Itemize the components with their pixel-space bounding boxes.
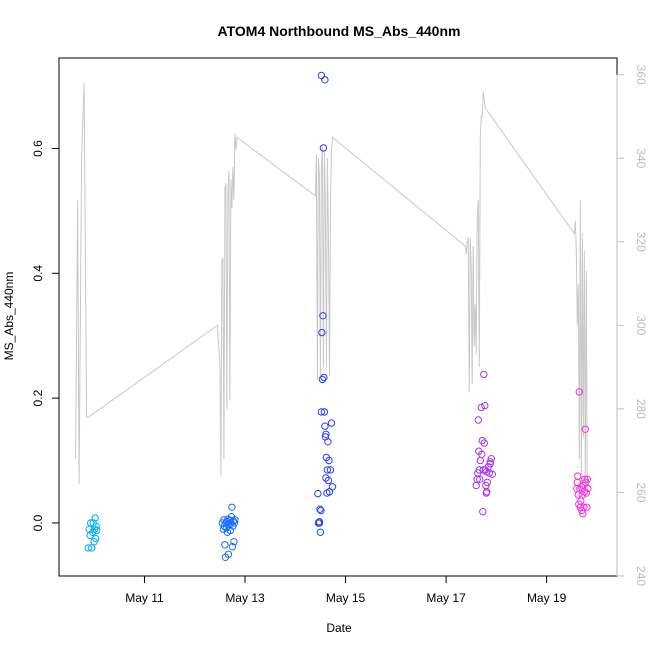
data-point [325, 456, 333, 465]
data-point [318, 375, 327, 384]
data-point [486, 460, 494, 468]
data-point [324, 438, 332, 446]
data-point [327, 419, 336, 427]
data-point [481, 401, 489, 410]
data-point [478, 436, 486, 445]
data-point [314, 489, 322, 498]
data-point [575, 388, 583, 396]
data-point [581, 425, 589, 433]
data-point [315, 519, 324, 527]
x-tick-label: May 15 [326, 591, 366, 605]
x-tick-label: May 13 [225, 591, 265, 605]
data-point [583, 475, 591, 483]
data-point [231, 516, 239, 524]
data-point [316, 528, 325, 536]
data-point [92, 522, 100, 530]
plot-frame [58, 57, 618, 577]
data-point [88, 544, 96, 552]
data-point [316, 505, 324, 513]
y2-tick-label: 320 [634, 232, 648, 252]
data-point [319, 312, 327, 320]
data-point [583, 503, 591, 511]
x-axis-label: Date [326, 621, 352, 635]
y-axis: 0.0 0.2 0.4 0.6 [31, 140, 60, 531]
data-point [324, 476, 333, 485]
data-point [230, 538, 238, 546]
data-point [483, 478, 491, 487]
data-point [482, 489, 490, 497]
y2-axis: 240 260 280 300 320 340 360 [616, 65, 648, 586]
y-tick-label: 0.0 [31, 514, 45, 531]
data-point [488, 470, 496, 478]
data-point [487, 455, 495, 463]
y2-tick-label: 300 [634, 315, 648, 335]
data-point [84, 544, 92, 552]
data-point [228, 543, 237, 551]
point-layer [84, 71, 592, 561]
data-point [476, 456, 484, 465]
data-point [478, 450, 486, 458]
data-point [474, 416, 482, 424]
y-axis-label: MS_Abs_440nm [2, 272, 16, 361]
y2-tick-label: 340 [634, 148, 648, 168]
data-point [472, 481, 480, 490]
y2-tick-label: 260 [634, 482, 648, 502]
data-point [226, 526, 235, 535]
y-tick-label: 0.4 [31, 265, 45, 282]
data-point [93, 526, 101, 535]
data-point [221, 541, 229, 549]
data-point [320, 373, 328, 382]
data-point [317, 506, 325, 515]
data-point [328, 483, 337, 491]
x-tick-label: May 11 [125, 591, 164, 605]
data-point [230, 519, 239, 527]
secondary-series-line [75, 83, 588, 493]
x-tick-label: May 17 [426, 591, 466, 605]
y2-tick-label: 360 [634, 65, 648, 85]
data-point [322, 474, 330, 482]
data-point [323, 466, 332, 474]
y-tick-label: 0.6 [31, 140, 45, 157]
x-axis: May 11 May 13 May 15 May 17 May 19 [125, 575, 567, 605]
data-point [318, 328, 326, 337]
chart-title: ATOM4 Northbound MS_Abs_440nm [218, 23, 461, 39]
data-point [480, 439, 488, 447]
data-point [582, 489, 590, 497]
x-tick-label: May 19 [527, 591, 567, 605]
data-point [91, 514, 99, 522]
data-point [477, 403, 485, 412]
data-point [322, 430, 330, 438]
data-point [480, 370, 488, 379]
y-tick-label: 0.2 [31, 389, 45, 406]
data-point [320, 408, 329, 416]
secondary-line-layer [75, 83, 588, 493]
data-point [87, 519, 95, 527]
data-point [321, 76, 329, 84]
data-point [580, 503, 588, 511]
data-point [317, 71, 326, 80]
data-point [581, 475, 589, 483]
data-point [92, 534, 100, 543]
data-point [476, 475, 484, 483]
data-point [584, 484, 592, 493]
data-point [321, 422, 329, 430]
data-point [486, 458, 494, 466]
data-point [326, 466, 335, 474]
y2-tick-label: 280 [634, 399, 648, 419]
data-point [319, 144, 328, 152]
data-point [574, 472, 582, 480]
y2-tick-label: 240 [634, 566, 648, 586]
data-point [224, 550, 233, 558]
data-point [479, 508, 487, 516]
data-point [317, 408, 326, 416]
data-point [228, 503, 236, 511]
